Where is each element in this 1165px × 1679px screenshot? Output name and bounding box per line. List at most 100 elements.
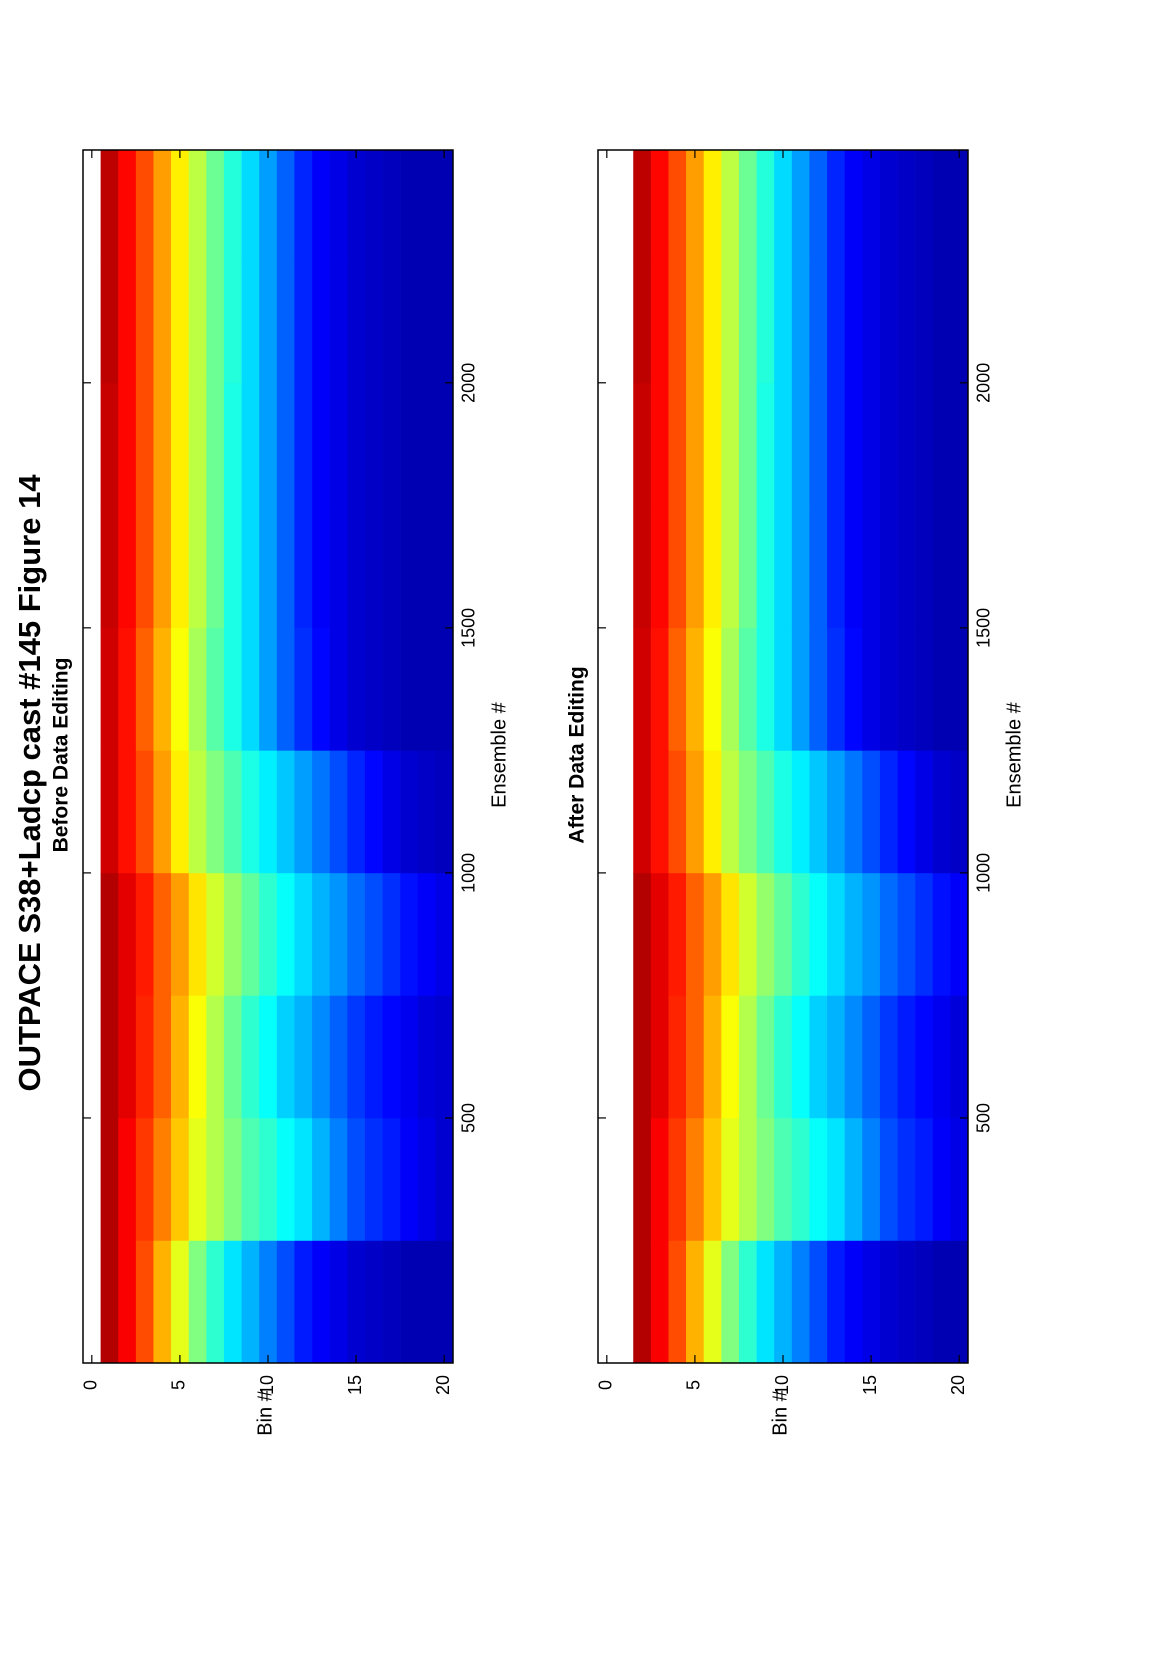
heat-cell — [312, 260, 330, 384]
heat-cell — [329, 260, 348, 384]
heat-cell — [259, 1240, 278, 1364]
heat-cell — [347, 505, 366, 629]
heat-cell — [633, 1240, 652, 1364]
heat-cell — [417, 872, 436, 996]
heat-cell — [347, 1117, 366, 1241]
heat-cell — [118, 627, 137, 751]
heat-cell — [862, 627, 881, 751]
heat-cell — [950, 150, 969, 261]
heat-cell — [435, 627, 454, 751]
heat-cell — [774, 260, 793, 384]
heat-cell — [703, 995, 722, 1119]
heat-cell — [276, 872, 295, 996]
heat-cell — [241, 1240, 260, 1364]
heat-cell — [329, 382, 348, 506]
heat-cell — [223, 872, 242, 996]
heat-cell — [932, 872, 951, 996]
heat-cell — [364, 505, 383, 629]
heat-cell — [135, 995, 154, 1119]
heat-cell — [879, 872, 898, 996]
heat-cell — [100, 382, 119, 506]
heat-cell — [756, 1117, 775, 1241]
heat-cell — [844, 1117, 863, 1241]
heat-cell — [650, 382, 669, 506]
heat-cell — [633, 382, 652, 506]
heat-cell — [153, 872, 172, 996]
axes-title: After Data Editing — [566, 666, 589, 843]
heat-cell — [329, 750, 348, 874]
heat-cell — [686, 750, 705, 874]
heat-cell — [153, 750, 172, 874]
heat-cell — [259, 872, 278, 996]
heat-cell — [223, 150, 242, 261]
heat-cell — [668, 1117, 687, 1241]
heat-cell — [650, 995, 669, 1119]
heat-cell — [188, 750, 207, 874]
heat-cell — [738, 1240, 757, 1364]
heat-cell — [118, 995, 137, 1119]
heat-cell — [171, 505, 190, 629]
heat-cell — [668, 750, 687, 874]
heat-cell — [650, 627, 669, 751]
heat-cell — [827, 150, 845, 261]
heat-cell — [932, 150, 951, 261]
axes-title: Before Data Editing — [50, 658, 73, 853]
heat-cell — [703, 1117, 722, 1241]
heat-cell — [223, 627, 242, 751]
heat-cell — [668, 1240, 687, 1364]
heat-cell — [294, 150, 313, 261]
heat-cell — [259, 1117, 278, 1241]
heat-cell — [188, 995, 207, 1119]
heat-cell — [417, 627, 436, 751]
x-tick-label: 2000 — [974, 363, 994, 403]
heat-cell — [844, 627, 863, 751]
heat-cell — [153, 260, 172, 384]
heat-cell — [400, 260, 419, 384]
x-tick-label: 500 — [974, 1103, 994, 1133]
heat-cell — [153, 382, 172, 506]
y-axis-label: Bin # — [254, 1389, 276, 1435]
heat-cell — [774, 872, 793, 996]
heat-cell — [650, 872, 669, 996]
heat-cell — [382, 872, 401, 996]
heat-cell — [329, 627, 348, 751]
heat-cell — [259, 260, 278, 384]
heat-cell — [188, 382, 207, 506]
heat-cell — [188, 505, 207, 629]
heat-cell — [721, 260, 740, 384]
heat-cell — [312, 750, 330, 874]
heat-cell — [171, 1240, 190, 1364]
heat-cell — [791, 872, 810, 996]
heat-cell — [276, 505, 295, 629]
heat-cell — [206, 750, 225, 874]
heat-cell — [435, 260, 454, 384]
heat-cell — [329, 1117, 348, 1241]
heat-cell — [932, 260, 951, 384]
heat-cell — [809, 382, 828, 506]
heat-cell — [686, 505, 705, 629]
heat-cell — [435, 750, 454, 874]
heat-cell — [276, 382, 295, 506]
heat-cell — [721, 382, 740, 506]
heat-cell — [188, 872, 207, 996]
heat-cell — [633, 1117, 652, 1241]
heat-cell — [809, 872, 828, 996]
heat-cell — [950, 505, 969, 629]
x-tick-label: 1500 — [974, 608, 994, 648]
heat-cell — [347, 872, 366, 996]
heat-cell — [294, 750, 313, 874]
heat-cell — [686, 872, 705, 996]
heat-cell — [809, 750, 828, 874]
heat-cell — [188, 1117, 207, 1241]
heat-cell — [950, 872, 969, 996]
x-axis-label: Ensemble # — [488, 701, 510, 807]
y-tick-label: 10 — [257, 1375, 277, 1395]
y-tick-label: 15 — [860, 1375, 880, 1395]
heat-cell — [135, 750, 154, 874]
heat-cell — [738, 505, 757, 629]
heat-cell — [809, 260, 828, 384]
heat-cell — [329, 505, 348, 629]
heat-cell — [347, 150, 366, 261]
heat-cell — [223, 995, 242, 1119]
heat-cell — [756, 1240, 775, 1364]
